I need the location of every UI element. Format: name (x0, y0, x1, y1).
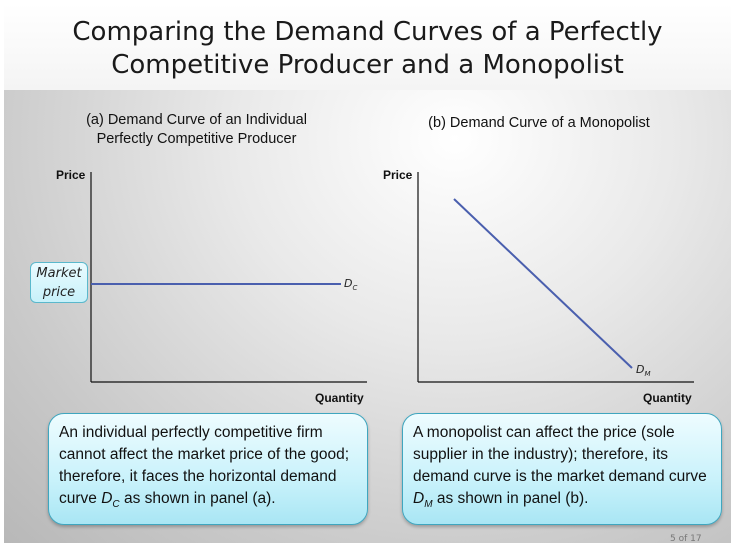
panel-a-title: (a) Demand Curve of an Individual Perfec… (86, 112, 307, 147)
slide: Comparing the Demand Curves of a Perfect… (4, 4, 731, 543)
panel-a-x-axis-label: Quantity (315, 391, 364, 405)
panel-a-curve-label-sub: C (352, 284, 358, 293)
panel-b-demand-curve (453, 198, 633, 369)
note-b-text-after: as shown in panel (b). (432, 490, 589, 507)
slide-title: Comparing the Demand Curves of a Perfect… (72, 17, 663, 80)
panel-b-title: (b) Demand Curve of a Monopolist (428, 115, 650, 131)
panel-b-y-axis-label: Price (383, 168, 413, 182)
panel-a-curve-label-main: D (344, 277, 353, 290)
panel-b-curve-label-main: D (636, 363, 645, 376)
note-b-curve-sub: M (424, 499, 433, 511)
panel-b-x-axis-label: Quantity (643, 391, 692, 405)
demand-curves-diagram (90, 172, 694, 383)
note-a-text-after: as shown in panel (a). (119, 490, 276, 507)
market-price-callout: Market price (30, 262, 88, 303)
panel-a-curve-label: DC (344, 277, 357, 292)
note-a-text-before: An individual perfectly competitive firm… (59, 424, 350, 507)
panel-b-curve-label: DM (636, 363, 651, 378)
note-a-curve-sub: C (112, 499, 120, 511)
note-a-curve-main: D (101, 490, 113, 507)
panel-a-y-axis-label: Price (56, 168, 86, 182)
note-b-text-before: A monopolist can affect the price (sole … (413, 424, 707, 485)
title-band (4, 4, 731, 90)
panel-b-explanation: A monopolist can affect the price (sole … (402, 413, 722, 525)
panel-b-curve-label-sub: M (644, 370, 651, 379)
panel-a-explanation: An individual perfectly competitive firm… (48, 413, 368, 525)
note-b-curve-main: D (413, 490, 425, 507)
page-number: 5 of 17 (670, 534, 702, 543)
